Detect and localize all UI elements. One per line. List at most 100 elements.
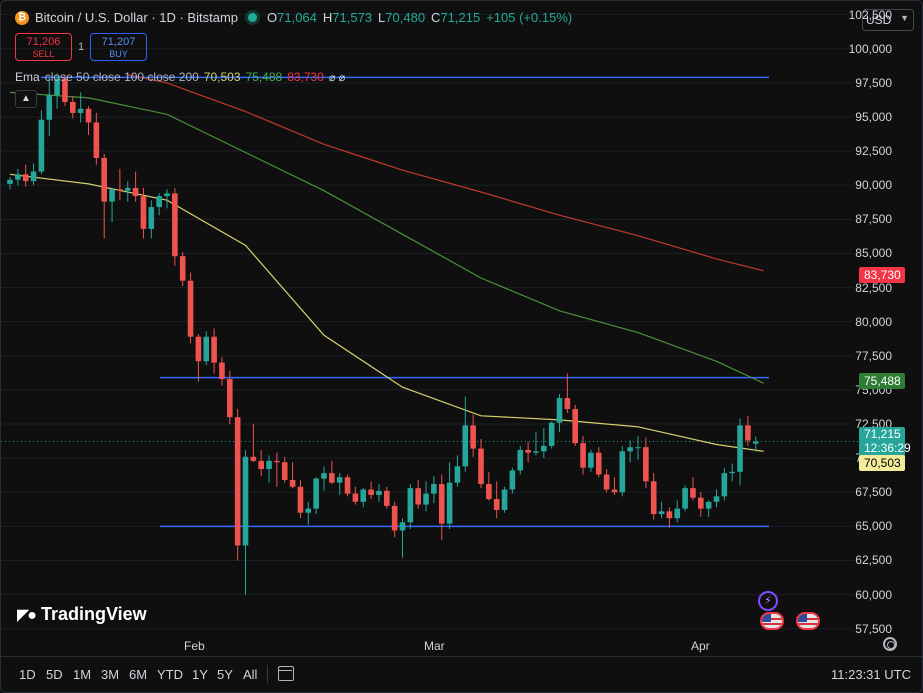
candle[interactable] <box>666 507 673 528</box>
candle[interactable] <box>15 168 21 186</box>
candle[interactable] <box>124 181 131 202</box>
calendar-icon[interactable] <box>278 666 294 681</box>
candle[interactable] <box>30 163 37 186</box>
candle[interactable] <box>391 501 398 538</box>
candle[interactable] <box>101 153 107 239</box>
candle[interactable] <box>698 492 704 517</box>
candle[interactable] <box>274 452 280 487</box>
candle[interactable] <box>156 193 162 216</box>
candle[interactable] <box>674 500 681 523</box>
candle[interactable] <box>627 440 633 463</box>
candle[interactable] <box>454 455 461 487</box>
candle[interactable] <box>234 409 241 561</box>
candle[interactable] <box>682 485 688 512</box>
candle[interactable] <box>70 96 76 119</box>
candle[interactable] <box>38 110 45 175</box>
candle[interactable] <box>46 77 53 137</box>
candle[interactable] <box>77 92 84 123</box>
candle[interactable] <box>588 449 594 472</box>
candle[interactable] <box>572 404 578 446</box>
candle[interactable] <box>85 106 92 135</box>
sell-button[interactable]: 71,206 SELL <box>15 33 72 61</box>
candle[interactable] <box>611 477 618 495</box>
currency-select[interactable]: USD ▼ <box>862 9 914 31</box>
candle[interactable] <box>195 333 202 382</box>
ema-legend[interactable]: Ema close 50 close 100 close 200 70,503 … <box>15 70 345 84</box>
candle[interactable] <box>737 418 743 486</box>
symbol-title[interactable]: Bitcoin / U.S. Dollar · 1D · Bitstamp <box>35 10 238 25</box>
candle[interactable] <box>305 501 312 525</box>
candle[interactable] <box>344 474 351 497</box>
candle[interactable] <box>93 112 100 165</box>
candle[interactable] <box>486 471 492 501</box>
ema50-line[interactable] <box>9 173 764 452</box>
candle[interactable] <box>580 436 586 475</box>
candle[interactable] <box>297 479 304 519</box>
candle[interactable] <box>517 445 524 475</box>
candle[interactable] <box>595 447 602 478</box>
candle[interactable] <box>321 466 327 491</box>
candle[interactable] <box>509 467 516 494</box>
candle[interactable] <box>62 74 68 107</box>
candle[interactable] <box>211 328 217 374</box>
candle[interactable] <box>242 449 249 595</box>
range-button-6m[interactable]: 6M <box>129 667 148 682</box>
range-button-3m[interactable]: 3M <box>101 667 120 682</box>
candle[interactable] <box>384 486 390 509</box>
candle[interactable] <box>658 501 665 519</box>
candle[interactable] <box>250 424 257 463</box>
candle[interactable] <box>603 469 610 493</box>
candle[interactable] <box>399 518 406 558</box>
candle[interactable] <box>132 171 139 202</box>
range-button-5d[interactable]: 5D <box>46 667 63 682</box>
candle[interactable] <box>289 462 296 489</box>
candle[interactable] <box>619 445 626 497</box>
candle[interactable] <box>541 428 547 459</box>
candle[interactable] <box>172 187 178 266</box>
candle[interactable] <box>227 370 233 425</box>
candle[interactable] <box>368 481 374 500</box>
events-lightning-icon[interactable]: ⚡ <box>758 591 778 611</box>
candle[interactable] <box>635 436 641 460</box>
candle[interactable] <box>329 460 335 485</box>
candle[interactable] <box>493 481 500 519</box>
candle[interactable] <box>164 189 170 209</box>
candle[interactable] <box>203 331 210 366</box>
utc-clock[interactable]: 11:23:31 UTC <box>831 667 911 682</box>
candle[interactable] <box>525 441 531 463</box>
candle[interactable] <box>22 164 29 187</box>
candle[interactable] <box>431 475 437 504</box>
candle[interactable] <box>336 473 343 495</box>
candle[interactable] <box>360 488 367 508</box>
candle[interactable] <box>148 200 155 239</box>
candle[interactable] <box>352 486 359 505</box>
candle[interactable] <box>721 467 728 501</box>
candle[interactable] <box>117 168 123 201</box>
candle[interactable] <box>501 486 508 513</box>
candle[interactable] <box>109 187 115 223</box>
candle[interactable] <box>446 462 453 530</box>
candle[interactable] <box>179 252 186 287</box>
candle[interactable] <box>219 357 225 386</box>
candle[interactable] <box>407 484 414 530</box>
settings-gear-icon[interactable] <box>883 637 897 651</box>
candle[interactable] <box>705 500 712 517</box>
candle[interactable] <box>438 474 445 541</box>
range-button-1d[interactable]: 1D <box>19 667 36 682</box>
range-button-1y[interactable]: 1Y <box>192 667 208 682</box>
candle[interactable] <box>258 449 264 476</box>
candle[interactable] <box>423 481 429 512</box>
candle[interactable] <box>690 477 696 501</box>
us-event-flag-icon[interactable] <box>760 612 784 630</box>
collapse-legend-chevron-icon[interactable]: ▲ <box>15 90 37 108</box>
candle[interactable] <box>266 455 272 483</box>
candle[interactable] <box>281 456 288 483</box>
candle[interactable] <box>564 373 571 414</box>
candle[interactable] <box>478 439 484 489</box>
range-button-5y[interactable]: 5Y <box>217 667 233 682</box>
candle[interactable] <box>643 437 649 489</box>
ema200-line[interactable] <box>127 74 764 272</box>
candle[interactable] <box>7 177 13 190</box>
candle[interactable] <box>462 396 469 472</box>
